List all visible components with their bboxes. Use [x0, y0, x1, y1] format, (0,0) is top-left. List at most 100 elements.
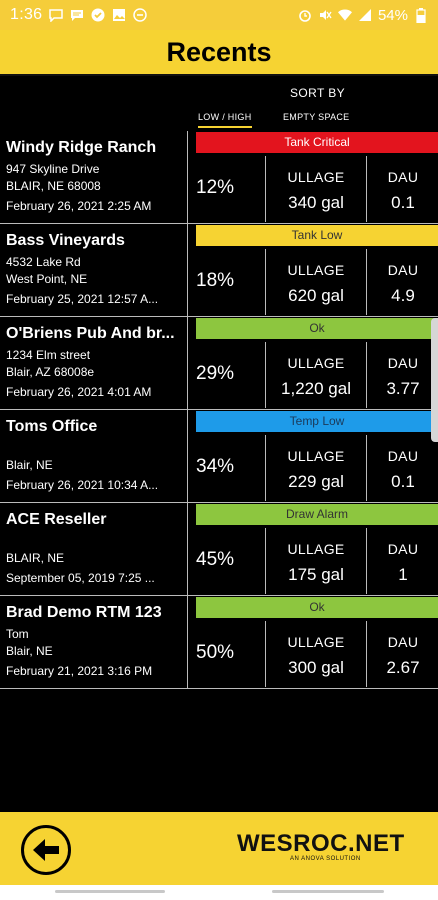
status-left: 1:36 [10, 6, 148, 24]
reading-date: February 26, 2021 4:01 AM [6, 385, 152, 399]
battery-icon [414, 7, 428, 23]
dau-cell: DAU 0.1 [368, 435, 438, 501]
ullage-value: 620 gal [288, 286, 344, 305]
image-icon [112, 8, 126, 22]
tank-list: Windy Ridge Ranch 947 Skyline Drive BLAI… [0, 131, 438, 689]
dau-value: 3.77 [386, 379, 420, 398]
site-info: Brad Demo RTM 123 Tom Blair, NE February… [0, 596, 188, 689]
alarm-icon [298, 8, 312, 22]
dau-label: DAU [387, 169, 419, 185]
address-line-2: BLAIR, NE [6, 551, 65, 565]
dau-value: 2.67 [386, 658, 420, 677]
dau-label: DAU [387, 634, 419, 650]
sort-low-high-tab[interactable]: LOW / HIGH [198, 112, 252, 128]
address-line-1 [6, 440, 187, 457]
site-name: Bass Vineyards [6, 232, 125, 249]
wifi-icon [337, 8, 352, 22]
scroll-handle[interactable] [431, 318, 438, 442]
address-line-2: BLAIR, NE 68008 [6, 179, 101, 193]
fill-percent: 34% [196, 456, 235, 477]
tank-row[interactable]: ACE Reseller BLAIR, NE September 05, 201… [0, 503, 438, 596]
dau-cell: DAU 3.77 [368, 342, 438, 408]
reading-date: February 26, 2021 2:25 AM [6, 199, 152, 213]
ullage-cell: ULLAGE 1,220 gal [265, 342, 367, 408]
status-badge: Draw Alarm [196, 504, 438, 525]
ullage-cell: ULLAGE 340 gal [265, 156, 367, 222]
dau-cell: DAU 1 [368, 528, 438, 594]
tank-row[interactable]: Bass Vineyards 4532 Lake Rd West Point, … [0, 224, 438, 317]
ullage-label: ULLAGE [287, 355, 345, 371]
site-info: Toms Office Blair, NE February 26, 2021 … [0, 410, 188, 503]
address-line-2: West Point, NE [6, 272, 88, 286]
status-right: 54% [298, 7, 428, 24]
nav-gesture-left[interactable] [55, 890, 165, 893]
ullage-label: ULLAGE [287, 169, 345, 185]
app-header: Recents [0, 30, 438, 76]
site-name: Toms Office [6, 418, 98, 435]
chat-icon [49, 8, 64, 22]
nav-gesture-right[interactable] [272, 890, 384, 893]
arrow-left-icon [33, 839, 59, 861]
ullage-value: 1,220 gal [281, 379, 351, 398]
page-title: Recents [166, 36, 272, 67]
ullage-label: ULLAGE [287, 448, 345, 464]
sort-empty-space-tab[interactable]: EMPTY SPACE [283, 112, 350, 122]
site-name: Windy Ridge Ranch [6, 139, 157, 156]
system-nav-bar [0, 885, 438, 900]
fill-percent: 12% [196, 177, 235, 198]
dau-value: 0.1 [391, 193, 415, 212]
dau-cell: DAU 0.1 [368, 156, 438, 222]
site-info: Bass Vineyards 4532 Lake Rd West Point, … [0, 224, 188, 317]
ullage-value: 300 gal [288, 658, 344, 677]
dau-value: 4.9 [391, 286, 415, 305]
signal-icon [358, 8, 372, 22]
status-badge: Temp Low [196, 411, 438, 432]
address-line-1: Tom [6, 627, 29, 641]
sort-by-label: SORT BY [290, 86, 346, 100]
sort-bar: SORT BY LOW / HIGH EMPTY SPACE [0, 78, 438, 132]
check-circle-icon [91, 8, 105, 22]
address-line-1: 1234 Elm street [6, 348, 91, 362]
dau-label: DAU [387, 448, 419, 464]
address-line-2: Blair, NE [6, 644, 53, 658]
address-line-1: 4532 Lake Rd [6, 255, 81, 269]
site-name: O'Briens Pub And br... [6, 325, 175, 342]
tank-row[interactable]: Windy Ridge Ranch 947 Skyline Drive BLAI… [0, 131, 438, 224]
back-button[interactable] [21, 825, 71, 875]
dau-value: 0.1 [391, 472, 415, 491]
address-line-1 [6, 533, 187, 550]
address-line-2: Blair, AZ 68008e [6, 365, 95, 379]
tank-row[interactable]: Brad Demo RTM 123 Tom Blair, NE February… [0, 596, 438, 689]
status-bar: 1:36 54% [0, 0, 438, 30]
ullage-cell: ULLAGE 300 gal [265, 621, 367, 687]
footer: WESROC.NET AN ANOVA SOLUTION [0, 812, 438, 885]
ullage-cell: ULLAGE 175 gal [265, 528, 367, 594]
ullage-label: ULLAGE [287, 634, 345, 650]
reading-date: February 25, 2021 12:57 A... [6, 292, 159, 306]
battery-percent: 54% [377, 6, 408, 24]
brand-logo: WESROC.NET [237, 830, 405, 857]
status-badge: Ok [196, 318, 438, 339]
site-name: Brad Demo RTM 123 [6, 604, 162, 621]
dau-label: DAU [387, 355, 419, 371]
tank-row[interactable]: Toms Office Blair, NE February 26, 2021 … [0, 410, 438, 503]
status-badge: Ok [196, 597, 438, 618]
dau-value: 1 [398, 565, 408, 584]
dau-label: DAU [387, 262, 419, 278]
ullage-value: 175 gal [288, 565, 344, 584]
fill-percent: 18% [196, 270, 235, 291]
dau-cell: DAU 2.67 [368, 621, 438, 687]
minus-circle-icon [133, 8, 148, 22]
address-line-2: Blair, NE [6, 458, 53, 472]
fill-percent: 29% [196, 363, 235, 384]
site-info: Windy Ridge Ranch 947 Skyline Drive BLAI… [0, 131, 188, 224]
brand-tagline: AN ANOVA SOLUTION [290, 856, 361, 862]
ullage-cell: ULLAGE 229 gal [265, 435, 367, 501]
address-line-1: 947 Skyline Drive [6, 162, 100, 176]
mute-icon [318, 8, 332, 22]
site-name: ACE Reseller [6, 511, 107, 528]
message-icon [70, 8, 84, 22]
reading-date: February 26, 2021 10:34 A... [6, 478, 159, 492]
tank-row[interactable]: O'Briens Pub And br... 1234 Elm street B… [0, 317, 438, 410]
ullage-label: ULLAGE [287, 262, 345, 278]
